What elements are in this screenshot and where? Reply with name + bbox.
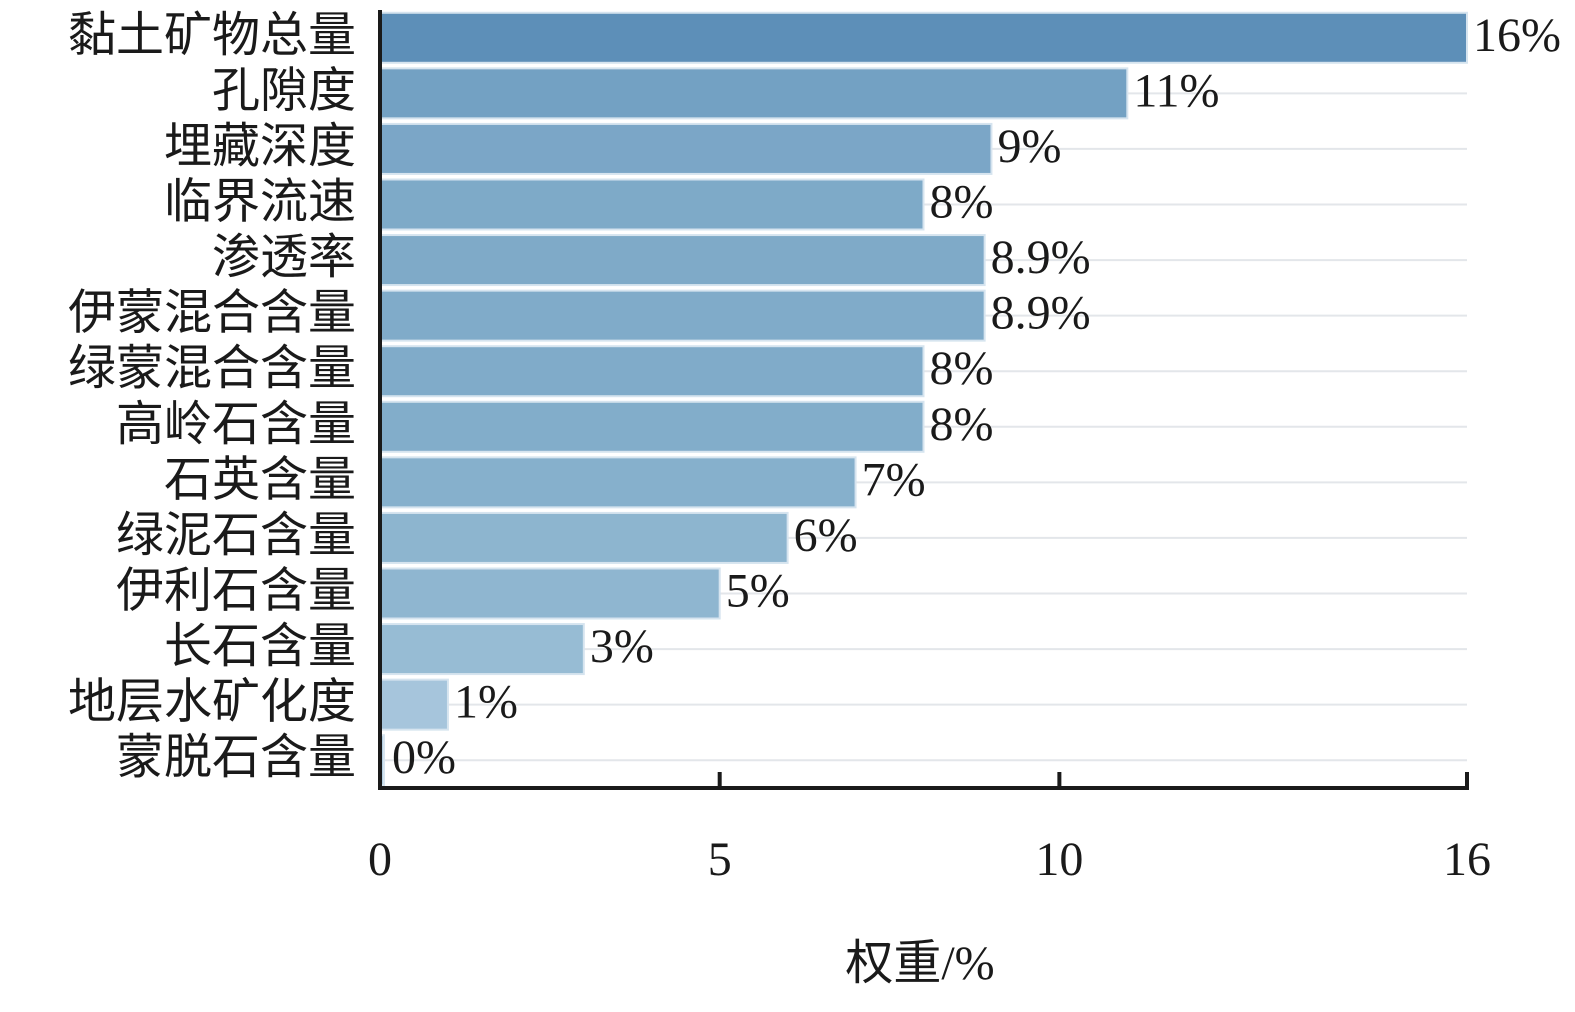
data-label: 5% <box>726 565 790 618</box>
data-label: 8.9% <box>991 231 1091 284</box>
bar <box>379 234 986 287</box>
data-label: 1% <box>454 676 518 729</box>
y-tick-label: 绿蒙混合含量 <box>68 342 356 395</box>
y-tick-label: 长石含量 <box>164 620 356 673</box>
y-tick-label: 埋藏深度 <box>164 120 356 173</box>
data-label: 8.9% <box>991 287 1091 340</box>
bar <box>379 567 721 620</box>
bar <box>379 122 993 175</box>
data-label: 8% <box>930 398 994 451</box>
x-tick-label: 16 <box>1443 833 1491 886</box>
bar <box>379 345 925 398</box>
y-tick-label: 伊蒙混合含量 <box>68 287 356 340</box>
data-label: 8% <box>930 342 994 395</box>
data-label: 9% <box>997 120 1061 173</box>
data-label: 8% <box>930 176 994 229</box>
data-label: 16% <box>1473 9 1561 62</box>
y-tick-label: 临界流速 <box>164 176 356 229</box>
data-label: 3% <box>590 620 654 673</box>
y-tick-label: 石英含量 <box>164 453 356 506</box>
bar <box>379 623 585 676</box>
y-tick-label: 渗透率 <box>212 231 356 284</box>
bar <box>379 456 857 509</box>
y-tick-label: 伊利石含量 <box>116 565 356 618</box>
x-tick-label: 5 <box>708 833 732 886</box>
x-tick-label: 0 <box>368 833 392 886</box>
y-tick-label: 孔隙度 <box>212 64 356 117</box>
bar <box>379 11 1468 64</box>
bar <box>379 678 449 731</box>
x-axis-label: 权重/% <box>845 937 994 990</box>
y-tick-label: 黏土矿物总量 <box>68 9 356 62</box>
data-label: 7% <box>862 453 926 506</box>
bar <box>379 400 925 453</box>
y-tick-label: 高岭石含量 <box>116 398 356 451</box>
y-tick-label: 蒙脱石含量 <box>116 731 356 784</box>
x-tick-label: 10 <box>1035 833 1083 886</box>
bar <box>379 511 789 564</box>
bar <box>379 289 986 342</box>
bar <box>379 178 925 231</box>
y-tick-label: 绿泥石含量 <box>116 509 356 562</box>
data-label: 0% <box>392 731 456 784</box>
bar <box>379 67 1129 120</box>
data-label: 6% <box>794 509 858 562</box>
y-tick-label: 地层水矿化度 <box>68 676 356 729</box>
data-label: 11% <box>1133 64 1219 117</box>
